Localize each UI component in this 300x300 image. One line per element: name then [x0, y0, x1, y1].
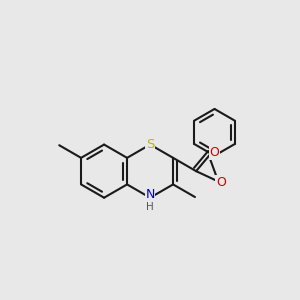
- Text: H: H: [146, 202, 154, 212]
- Text: S: S: [146, 138, 154, 151]
- Text: O: O: [209, 146, 219, 159]
- Text: N: N: [146, 188, 155, 201]
- Text: O: O: [216, 176, 226, 189]
